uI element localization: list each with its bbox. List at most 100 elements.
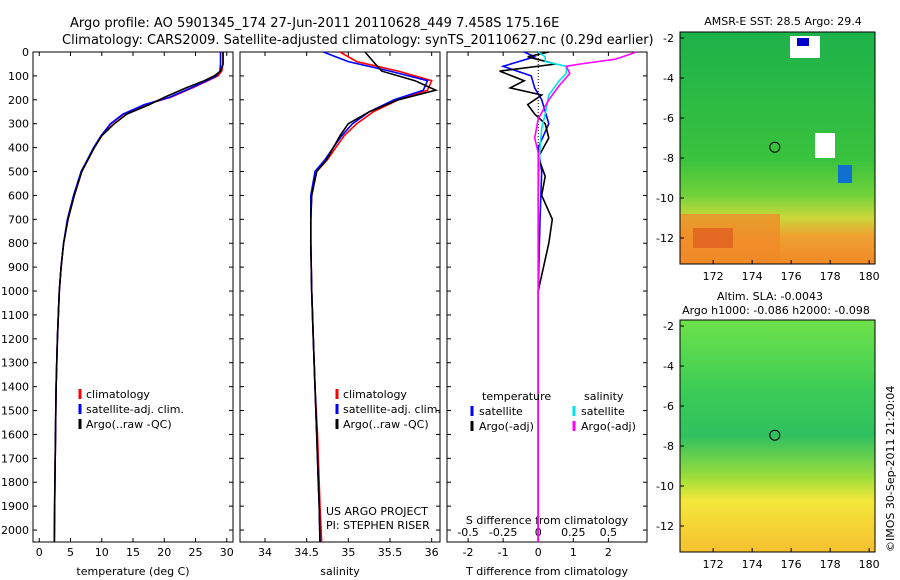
map-y-tick-label: -6 [663,112,674,125]
sla-field [680,320,875,552]
salinity-panel: 34 34.5 35 35.5 36 salinity climatology satelli… [239,51,441,578]
depth-tick-label: 1800 [1,476,29,489]
sst-map: AMSR-E SST: 28.5 Argo: 29.4 172 174 176 178… [656,15,880,283]
map-x-tick-label: 176 [781,270,802,283]
x-axis-label: temperature (deg C) [76,565,189,578]
sst-cloud-mask-mid [815,133,835,158]
legend-label: satellite-adj. clim. [86,403,184,416]
map-y-tick-label: -10 [656,480,674,493]
sst-argo-marker [769,141,781,153]
legend-label: Argo(..raw -QC) [86,418,172,431]
map-x-tick-label: 174 [742,270,763,283]
map-y-tick-label: -12 [656,232,674,245]
x-tick-label: 0 [535,546,542,559]
depth-tick-label: 500 [8,166,29,179]
x-axis-label: salinity [320,565,360,578]
legend-heading: temperature [482,390,551,403]
s-tick-label: 0.5 [600,526,618,539]
depth-tick-label: 2000 [1,524,29,537]
map-y-tick-label: -8 [663,152,674,165]
x-tick-label: 35.5 [378,546,403,559]
sla-map-frame [679,319,876,553]
depth-tick-label: 900 [8,261,29,274]
x-tick-label: 34.5 [294,546,319,559]
map-x-tick-label: 178 [820,270,841,283]
depth-tick-label: 1700 [1,452,29,465]
x-tick-label: 34 [258,546,272,559]
x-tick-label: 25 [189,546,203,559]
sla-map-title: Altim. SLA: -0.0043 [717,290,823,303]
legend-label: satellite [479,405,523,418]
sst-map-frame [679,31,876,265]
sst-cold-pixel [797,38,809,46]
map-x-tick-label: 180 [859,270,880,283]
x-tick-label: -1 [498,546,509,559]
project-credit: US ARGO PROJECT [326,505,428,518]
sla-argo-marker [769,429,781,441]
map-x-tick-label: 174 [742,558,763,571]
x-tick-label: 30 [220,546,234,559]
map-y-tick-label: -6 [663,400,674,413]
x-tick-label: 1 [570,546,577,559]
pi-credit: PI: STEPHEN RISER [326,519,430,532]
map-x-tick-label: 178 [820,558,841,571]
plot-frame [239,51,441,543]
legend-label: satellite-adj. clim. [343,403,441,416]
x-tick-label: 0 [36,546,43,559]
x-tick-label: 35 [341,546,355,559]
depth-tick-label: 200 [8,94,29,107]
depth-tick-label: 1600 [1,428,29,441]
depth-tick-label: 300 [8,118,29,131]
s-axis-label: S difference from climatology [466,514,629,527]
depth-tick-label: 700 [8,213,29,226]
depth-tick-label: 0 [22,46,29,59]
legend-label: climatology [86,388,150,401]
x-tick-label: -2 [463,546,474,559]
legend-label: satellite [581,405,625,418]
map-x-tick-label: 172 [703,270,724,283]
map-x-tick-label: 176 [781,558,802,571]
figure-title-line2: Climatology: CARS2009. Satellite-adjuste… [62,33,654,48]
temperature-panel: 0100200300400500600700800900100011001200… [1,46,234,578]
series-line [533,51,637,542]
sst-cold-patch [838,165,852,183]
legend-label: Argo(-adj) [581,420,636,433]
series-line [309,51,439,543]
series-line [499,51,556,542]
s-tick-label: 0.25 [561,526,586,539]
depth-tick-label: 1300 [1,357,29,370]
map-y-tick-label: -2 [663,320,674,333]
x-tick-label: 2 [605,546,612,559]
map-y-tick-label: -2 [663,32,674,45]
imos-timestamp: ©IMOS 30-Sep-2011 21:20:04 [884,386,897,552]
x-tick-label: 5 [67,546,74,559]
map-y-tick-label: -4 [663,360,674,373]
x-axis-label: T difference from climatology [465,565,628,578]
legend-heading: salinity [584,390,624,403]
depth-tick-label: 1000 [1,285,29,298]
s-tick-label: -0.25 [489,526,517,539]
legend-label: Argo(-adj) [479,420,534,433]
x-tick-label: 10 [95,546,109,559]
plot-frame [32,51,234,543]
depth-tick-label: 800 [8,237,29,250]
depth-tick-label: 1900 [1,500,29,513]
difference-panel: -2 -1 0 1 2 T difference from climatology -0.5… [446,51,648,578]
sla-map-subtitle: Argo h1000: -0.086 h2000: -0.098 [682,304,870,317]
map-y-tick-label: -10 [656,192,674,205]
s-tick-label: -0.5 [457,526,478,539]
map-x-tick-label: 180 [859,558,880,571]
sst-map-title: AMSR-E SST: 28.5 Argo: 29.4 [704,15,862,28]
depth-tick-label: 400 [8,142,29,155]
legend-label: climatology [343,388,407,401]
plot-frame [446,51,648,543]
depth-tick-label: 1400 [1,381,29,394]
series-line [53,52,224,543]
x-tick-label: 20 [157,546,171,559]
depth-tick-label: 600 [8,189,29,202]
x-tick-label: 36 [425,546,439,559]
figure-title-line1: Argo profile: AO 5901345_174 27-Jun-2011… [70,16,559,31]
depth-tick-label: 1200 [1,333,29,346]
depth-tick-label: 100 [8,70,29,83]
